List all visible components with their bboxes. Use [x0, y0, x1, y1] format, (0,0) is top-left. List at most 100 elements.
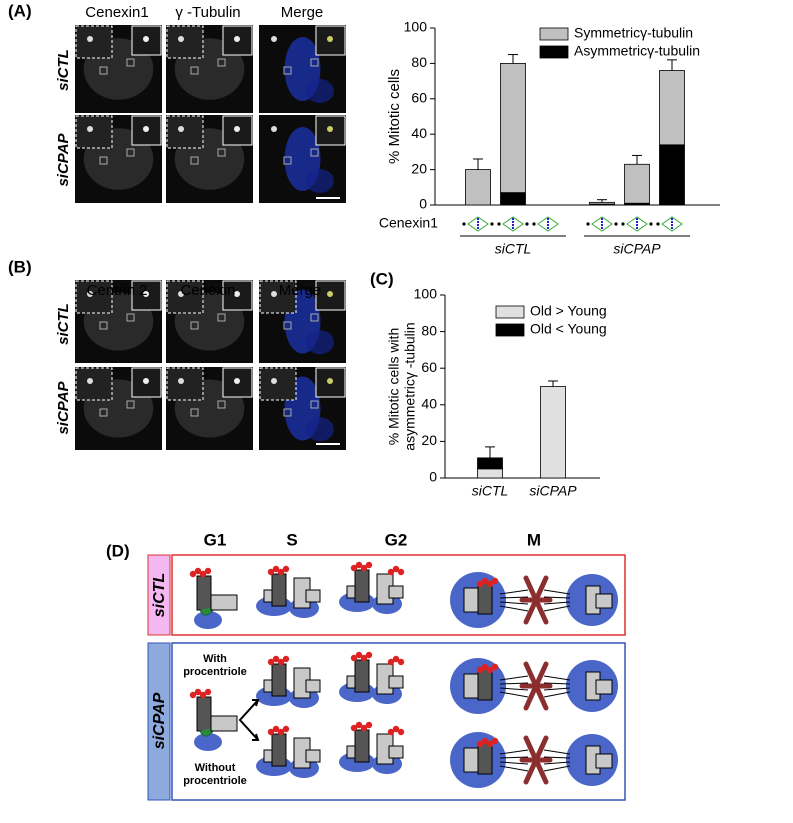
spindle — [543, 601, 571, 605]
roi — [283, 321, 292, 330]
centriole — [210, 715, 238, 732]
error-bar — [667, 59, 677, 71]
inset — [166, 115, 204, 149]
centriole — [354, 729, 370, 763]
icon-dot — [490, 222, 494, 226]
bar — [477, 468, 503, 479]
inset — [166, 280, 204, 314]
roi — [126, 148, 135, 157]
row-box — [171, 642, 626, 801]
roi — [217, 58, 226, 67]
legend-label: Old < Young — [530, 321, 607, 337]
spindle — [499, 601, 529, 605]
y-axis-label: asymmetricγ -tubulin — [402, 322, 418, 450]
icon-dot — [614, 222, 618, 226]
inset — [166, 25, 204, 59]
pcm-dot — [392, 565, 400, 573]
spot — [87, 126, 93, 132]
error-bar — [597, 199, 607, 203]
bar — [477, 457, 503, 470]
roi — [310, 148, 319, 157]
column-label: γ -Tubulin — [175, 4, 240, 21]
inset — [131, 115, 162, 146]
centriole — [388, 745, 404, 759]
icon-dot — [649, 222, 653, 226]
icon-dot — [586, 222, 590, 226]
spindle — [499, 589, 529, 595]
spindle — [543, 596, 571, 599]
spot — [87, 291, 93, 297]
pcm-dot — [397, 568, 405, 576]
error-bar — [632, 154, 642, 165]
icon-dot — [656, 222, 660, 226]
spot — [178, 378, 184, 384]
pcm-dot — [392, 655, 400, 663]
pcm-dot — [277, 658, 285, 666]
centriole — [354, 659, 370, 693]
pcm-dot — [355, 721, 363, 729]
centriole — [271, 733, 287, 767]
centriole — [595, 753, 613, 769]
icon-dot — [497, 222, 501, 226]
spot — [327, 291, 333, 297]
phase-label: G2 — [385, 530, 408, 549]
inset — [75, 25, 113, 59]
icon-spindle — [591, 216, 613, 232]
pcm-dot — [491, 663, 499, 671]
pcm-dot — [199, 570, 207, 578]
pcm-dot — [282, 725, 290, 733]
pcm-dot — [204, 567, 212, 575]
pcm-dot — [481, 577, 489, 585]
pcm-dot — [397, 658, 405, 666]
nucleus — [305, 169, 334, 193]
y-axis-label: % Mitotic cells — [386, 69, 403, 164]
bar — [500, 63, 526, 194]
pcm-dot — [194, 688, 202, 696]
icon-dot — [525, 222, 529, 226]
roi — [99, 408, 108, 417]
phase-label: M — [527, 530, 541, 549]
pcm-dot — [282, 655, 290, 663]
spindle — [543, 765, 571, 772]
y-tick-label: 20 — [411, 160, 427, 176]
icon-spindle — [467, 216, 489, 232]
phase-label: S — [286, 530, 297, 549]
error-bar — [473, 158, 483, 170]
pcm-dot — [267, 568, 275, 576]
spot — [234, 126, 240, 132]
spot — [327, 36, 333, 42]
spot — [234, 291, 240, 297]
column-label: Merge — [281, 4, 324, 21]
pcm-dot — [387, 658, 395, 666]
cell-region — [194, 733, 222, 751]
pcm-dot — [397, 728, 405, 736]
spot — [143, 126, 149, 132]
spindle — [499, 675, 529, 681]
roi — [126, 58, 135, 67]
pcm-dot — [350, 654, 358, 662]
spot — [178, 36, 184, 42]
icon-dot — [532, 222, 536, 226]
pcm-dot — [476, 580, 484, 588]
spot — [234, 378, 240, 384]
inset — [315, 367, 346, 398]
centriole — [305, 679, 321, 693]
roi — [190, 156, 199, 165]
nucleus — [305, 79, 334, 103]
row-label: siCTL — [55, 49, 72, 91]
bar — [659, 70, 685, 146]
pcm-dot — [204, 688, 212, 696]
icon-spindle — [537, 216, 559, 232]
spot — [87, 378, 93, 384]
centriole — [388, 585, 404, 599]
bar — [500, 192, 526, 206]
legend-swatch — [539, 45, 569, 59]
pcm-dot — [360, 724, 368, 732]
pcm-dot — [476, 666, 484, 674]
roi — [99, 66, 108, 75]
centriole — [196, 575, 212, 611]
group-label: siCTL — [495, 241, 532, 257]
pcm-dot — [277, 728, 285, 736]
spot — [271, 378, 277, 384]
roi — [283, 66, 292, 75]
